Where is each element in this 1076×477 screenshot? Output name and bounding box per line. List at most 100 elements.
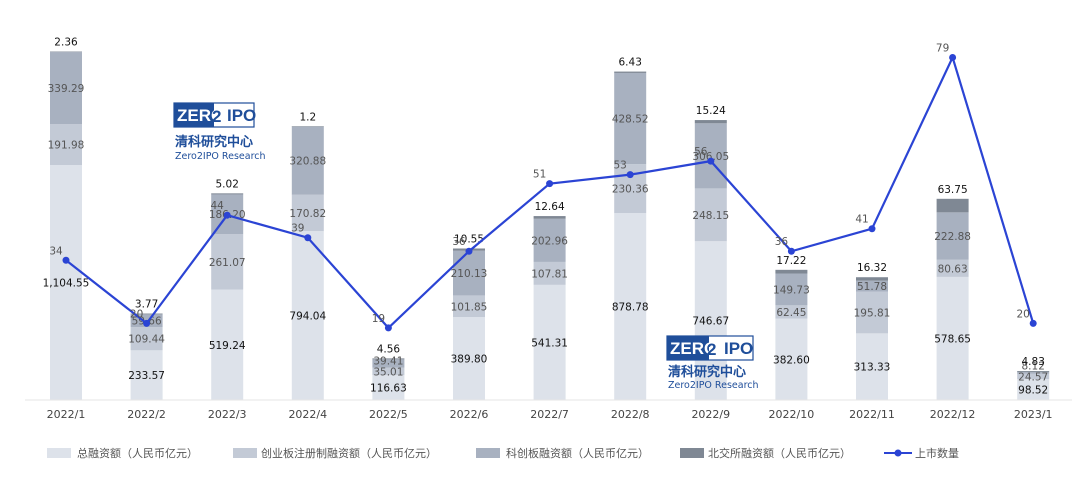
bar-segment-2 xyxy=(856,280,888,292)
bar-segment-3 xyxy=(291,126,324,127)
x-tick-label: 2022/10 xyxy=(769,408,815,421)
bar-top-label: 6.43 xyxy=(619,57,642,69)
bar-value-label: 202.96 xyxy=(531,235,568,247)
bar-segment-1 xyxy=(372,367,405,376)
bar-value-label: 116.63 xyxy=(370,383,407,395)
bar-top-label: 4.56 xyxy=(377,343,401,355)
bar-value-label: 98.52 xyxy=(1018,385,1048,397)
bar-segment-1 xyxy=(130,327,163,351)
logo-zero-text: ZERO xyxy=(177,106,224,125)
bar-labels-layer: 1,104.55191.98339.292.36233.57109.4459.6… xyxy=(43,37,1049,397)
legend-item-total[interactable]: 总融资额（人民币亿元） xyxy=(47,446,198,460)
logo-two-text: 2 xyxy=(212,107,221,126)
bar-value-label: 1,104.55 xyxy=(43,278,90,290)
bar-value-label: 248.15 xyxy=(692,210,729,222)
bar-value-label: 233.57 xyxy=(128,370,165,382)
bar-segment-0 xyxy=(614,213,647,400)
legend-label: 上市数量 xyxy=(915,446,959,460)
bar-segment-2 xyxy=(1017,372,1050,374)
bar-segment-3 xyxy=(614,71,647,73)
x-axis-ticks: 2022/1 2022/2 2022/3 2022/4 2022/5 2022/6 2022… xyxy=(47,408,1053,421)
x-tick-label: 2022/11 xyxy=(849,408,895,421)
bar-segment-1 xyxy=(453,295,485,318)
logo-cn-text: 清科研究中心 xyxy=(175,134,253,150)
bar-segment-0 xyxy=(453,317,485,400)
bar-top-label: 63.75 xyxy=(938,184,968,196)
bar-segment-1 xyxy=(50,124,82,166)
bar-segment-0 xyxy=(130,350,163,400)
listing-count-label: 34 xyxy=(49,245,63,257)
x-tick-label: 2022/8 xyxy=(611,408,650,421)
legend-item-bse[interactable]: 北交所融资额（人民币亿元） xyxy=(680,446,851,460)
listing-count-point xyxy=(787,247,795,255)
listing-count-label: 20 xyxy=(1017,308,1030,320)
logo-en-text: Zero2IPO Research xyxy=(175,151,266,162)
bar-segment-0 xyxy=(936,276,969,400)
listing-count-point xyxy=(223,211,231,219)
bar-segment-3 xyxy=(372,358,405,360)
bar-value-label: 210.13 xyxy=(451,268,488,280)
logo2-two-text: 2 xyxy=(707,340,716,359)
listing-count-label: 41 xyxy=(855,214,868,226)
bar-top-label: 2.36 xyxy=(54,37,78,49)
bar-top-label: 12.64 xyxy=(535,201,565,213)
x-tick-label: 2022/5 xyxy=(369,408,408,421)
bar-value-label: 62.45 xyxy=(776,307,806,319)
legend-marker xyxy=(894,449,902,457)
bar-segment-1 xyxy=(211,234,244,290)
bar-segment-1 xyxy=(856,291,888,334)
listing-count-point xyxy=(868,225,876,233)
x-tick-label: 2022/7 xyxy=(530,408,569,421)
bar-segment-1 xyxy=(291,194,324,232)
x-tick-label: 2023/1 xyxy=(1014,408,1053,421)
bar-segment-1 xyxy=(936,259,969,277)
listing-count-label: 39 xyxy=(291,223,304,235)
listing-count-point xyxy=(1029,319,1037,327)
bar-segment-0 xyxy=(533,284,566,400)
bar-value-label: 261.07 xyxy=(209,257,246,269)
x-tick-label: 2022/6 xyxy=(450,408,489,421)
legend-item-star[interactable]: 科创板融资额（人民币亿元） xyxy=(476,446,649,460)
bar-segment-0 xyxy=(856,333,888,400)
listing-count-label: 36 xyxy=(452,236,466,248)
bar-segment-3 xyxy=(775,269,808,274)
bar-segment-3 xyxy=(694,120,727,124)
legend-label: 创业板注册制融资额（人民币亿元） xyxy=(261,446,437,460)
listing-count-label: 44 xyxy=(211,200,225,212)
bar-value-label: 24.57 xyxy=(1018,371,1048,383)
listing-count-label: 51 xyxy=(533,169,546,181)
logo2-zero-text: ZERO xyxy=(670,339,717,358)
legend-swatch xyxy=(680,448,704,458)
bar-value-label: 101.85 xyxy=(451,301,488,313)
bar-segment-2 xyxy=(291,126,324,195)
bar-value-label: 222.88 xyxy=(934,231,971,243)
bar-value-label: 382.60 xyxy=(773,354,810,366)
legend-item-listings[interactable]: 上市数量 xyxy=(884,446,959,460)
bar-value-label: 320.88 xyxy=(289,156,326,168)
listing-count-label: 20 xyxy=(130,308,143,320)
listing-count-label: 79 xyxy=(936,42,949,54)
bar-segment-1 xyxy=(533,261,566,285)
bar-segment-2 xyxy=(614,72,647,165)
bar-value-label: 109.44 xyxy=(128,334,165,346)
x-tick-label: 2022/4 xyxy=(288,408,327,421)
bar-top-label: 15.24 xyxy=(696,105,726,117)
bar-top-label: 5.02 xyxy=(216,178,239,190)
bar-value-label: 794.04 xyxy=(289,311,326,323)
legend-item-chinext[interactable]: 创业板注册制融资额（人民币亿元） xyxy=(233,446,437,460)
listing-count-label: 56 xyxy=(694,146,708,158)
bar-value-label: 230.36 xyxy=(612,184,649,196)
bar-top-label: 16.32 xyxy=(857,262,887,274)
bar-value-label: 80.63 xyxy=(938,263,968,275)
legend-label: 总融资额（人民币亿元） xyxy=(77,446,198,460)
bar-value-label: 39.41 xyxy=(373,355,403,367)
listing-count-point xyxy=(62,256,70,264)
x-tick-label: 2022/12 xyxy=(930,408,976,421)
listing-count-label: 19 xyxy=(372,313,385,325)
bar-segment-2 xyxy=(372,359,405,368)
bar-segment-0 xyxy=(775,318,808,400)
bar-value-label: 313.33 xyxy=(854,362,891,374)
logo-ipo-text: IPO xyxy=(227,106,256,125)
bars-layer xyxy=(50,51,1050,400)
